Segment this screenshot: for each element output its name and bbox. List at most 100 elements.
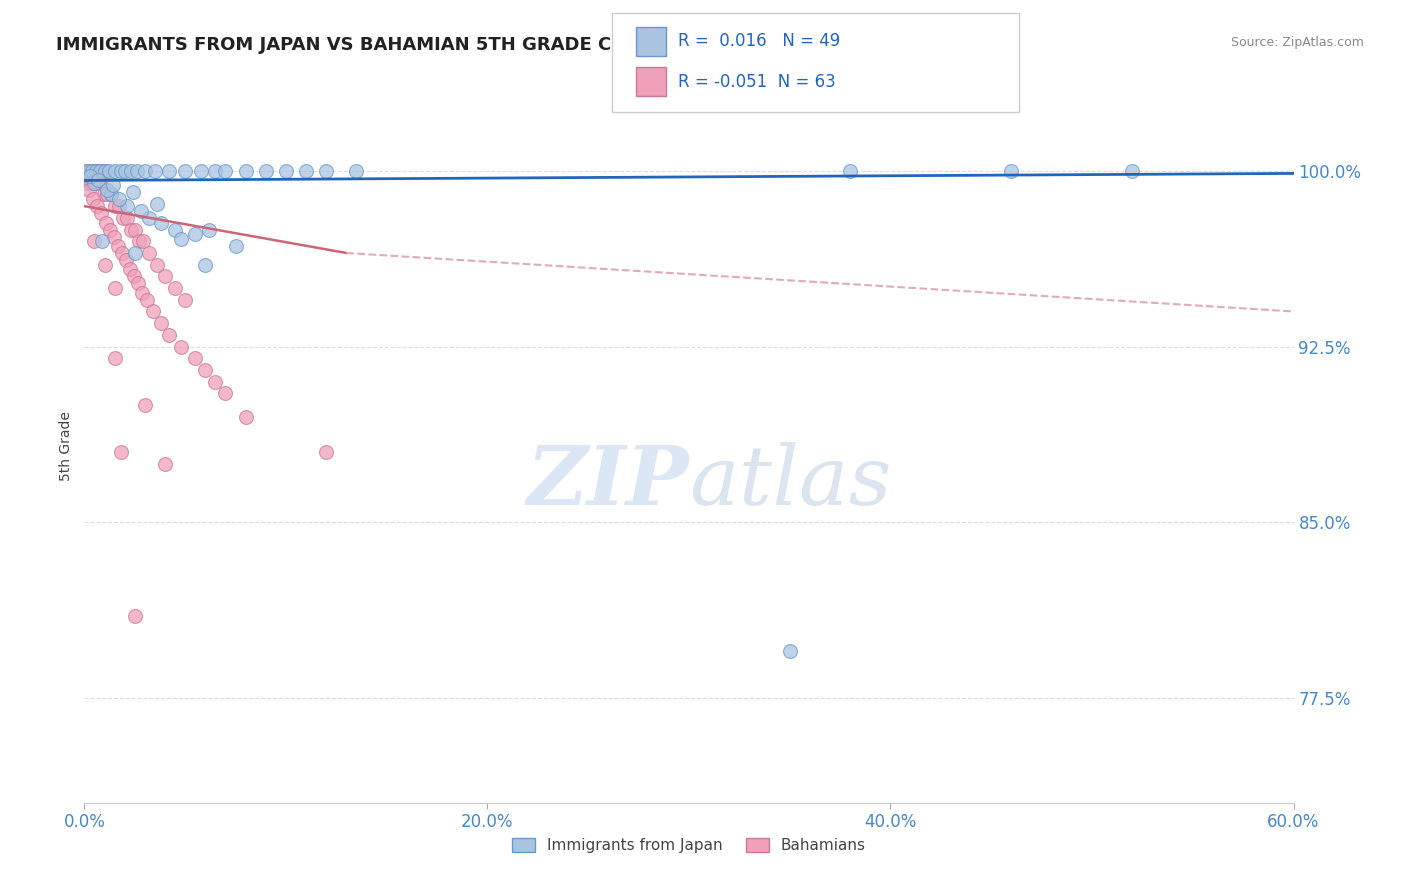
- Point: [194, 363, 217, 377]
- Point: [83, 164, 105, 178]
- Point: [107, 239, 129, 253]
- Point: [90, 206, 112, 220]
- Point: [124, 222, 146, 236]
- Point: [93, 164, 115, 178]
- Point: [149, 316, 172, 330]
- Point: [122, 269, 145, 284]
- Point: [132, 234, 155, 248]
- Point: [165, 281, 187, 295]
- Point: [295, 164, 318, 178]
- Point: [89, 164, 111, 178]
- Point: [128, 234, 150, 248]
- Point: [77, 164, 100, 178]
- Point: [93, 164, 115, 178]
- Point: [98, 222, 121, 236]
- Point: [138, 246, 160, 260]
- Point: [107, 192, 129, 206]
- Point: [170, 232, 193, 246]
- Point: [110, 164, 132, 178]
- Point: [93, 258, 115, 272]
- Point: [91, 164, 114, 178]
- Point: [346, 164, 368, 178]
- Point: [235, 409, 257, 424]
- Point: [143, 164, 166, 178]
- Point: [146, 197, 169, 211]
- Point: [165, 222, 187, 236]
- Point: [125, 164, 148, 178]
- Point: [103, 229, 125, 244]
- Point: [75, 164, 97, 178]
- Point: [204, 164, 226, 178]
- Point: [104, 164, 127, 178]
- Point: [174, 164, 197, 178]
- Point: [120, 164, 142, 178]
- Point: [110, 445, 132, 459]
- Point: [83, 176, 105, 190]
- Point: [79, 164, 101, 178]
- Point: [118, 262, 141, 277]
- Point: [120, 222, 142, 236]
- Point: [114, 252, 136, 267]
- Point: [87, 173, 110, 187]
- Point: [1121, 164, 1143, 178]
- Point: [157, 327, 180, 342]
- Point: [96, 187, 118, 202]
- Point: [94, 216, 117, 230]
- Point: [134, 398, 156, 412]
- Point: [82, 164, 104, 178]
- Point: [225, 239, 247, 253]
- Point: [170, 340, 193, 354]
- Point: [254, 164, 277, 178]
- Point: [83, 234, 105, 248]
- Point: [135, 293, 157, 307]
- Point: [82, 164, 104, 178]
- Text: IMMIGRANTS FROM JAPAN VS BAHAMIAN 5TH GRADE CORRELATION CHART: IMMIGRANTS FROM JAPAN VS BAHAMIAN 5TH GR…: [56, 36, 813, 54]
- Legend: Immigrants from Japan, Bahamians: Immigrants from Japan, Bahamians: [506, 832, 872, 859]
- Point: [127, 277, 149, 291]
- Point: [146, 258, 169, 272]
- Point: [190, 164, 212, 178]
- Point: [115, 199, 138, 213]
- Point: [131, 285, 153, 300]
- Point: [214, 386, 236, 401]
- Point: [184, 351, 207, 366]
- Point: [79, 183, 101, 197]
- Point: [80, 176, 103, 190]
- Text: Source: ZipAtlas.com: Source: ZipAtlas.com: [1230, 36, 1364, 49]
- Point: [93, 187, 115, 202]
- Point: [124, 608, 146, 623]
- Point: [184, 227, 207, 242]
- Point: [89, 176, 111, 190]
- Point: [204, 375, 226, 389]
- Point: [111, 246, 134, 260]
- Point: [77, 164, 100, 178]
- Point: [1000, 164, 1022, 178]
- Point: [129, 203, 152, 218]
- Point: [107, 199, 129, 213]
- Point: [198, 222, 221, 236]
- Text: R =  0.016   N = 49: R = 0.016 N = 49: [678, 32, 839, 50]
- Point: [315, 445, 337, 459]
- Point: [115, 211, 138, 225]
- Point: [114, 164, 136, 178]
- Point: [138, 211, 160, 225]
- Point: [779, 644, 801, 658]
- Point: [121, 185, 143, 199]
- Point: [174, 293, 197, 307]
- Point: [100, 187, 122, 202]
- Point: [124, 246, 146, 260]
- Y-axis label: 5th Grade: 5th Grade: [59, 411, 73, 481]
- Point: [87, 164, 110, 178]
- Point: [274, 164, 297, 178]
- Point: [104, 199, 127, 213]
- Point: [104, 281, 127, 295]
- Point: [100, 187, 122, 202]
- Point: [89, 164, 111, 178]
- Text: R = -0.051  N = 63: R = -0.051 N = 63: [678, 73, 835, 91]
- Point: [142, 304, 165, 318]
- Point: [134, 164, 156, 178]
- Point: [79, 169, 101, 183]
- Point: [149, 216, 172, 230]
- Point: [91, 234, 114, 248]
- Point: [839, 164, 862, 178]
